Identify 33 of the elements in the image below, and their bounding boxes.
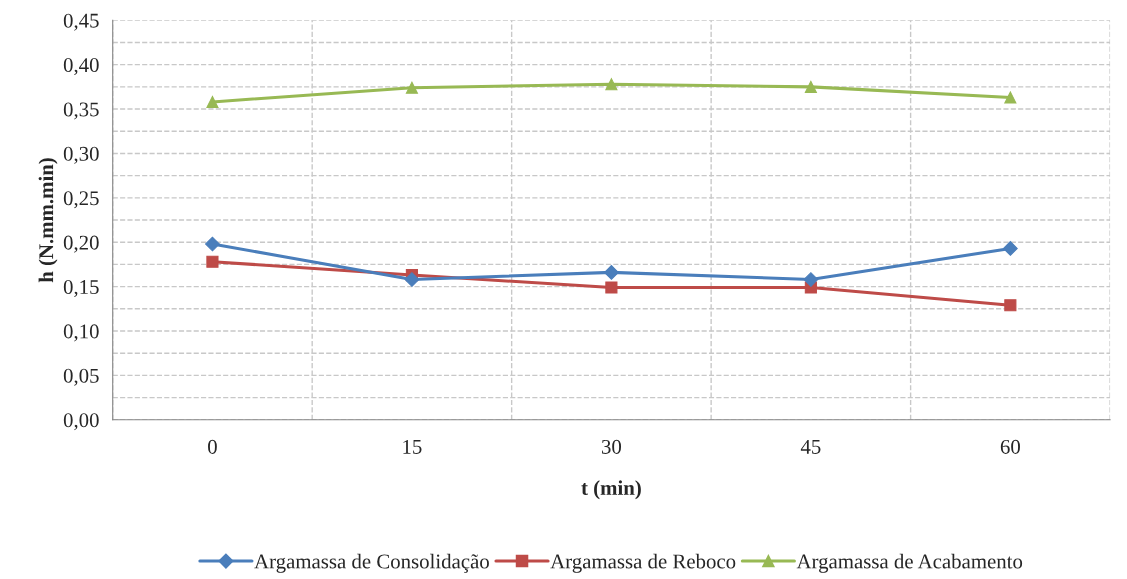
y-tick-label: 0,45 <box>63 13 99 31</box>
point <box>1002 241 1018 256</box>
point <box>1004 299 1017 312</box>
y-axis-title: h (N.mm.min) <box>38 158 58 283</box>
point <box>206 255 219 268</box>
y-tick-label: 0,20 <box>63 235 99 253</box>
y-tick-label: 0,10 <box>63 324 99 342</box>
legend-label: Argamassa de Reboco <box>550 553 736 573</box>
point <box>803 272 819 287</box>
legend-label: Argamassa de Consolidação <box>254 553 489 573</box>
y-tick-label: 0,05 <box>63 368 99 386</box>
point <box>1004 91 1017 104</box>
point <box>605 281 618 294</box>
y-tick-label: 0,00 <box>63 413 99 431</box>
y-tick-label: 0,25 <box>63 191 99 209</box>
point <box>405 81 418 94</box>
legend-label: Argamassa de Acabamento <box>796 553 1023 573</box>
point <box>804 80 817 93</box>
y-tick-label: 0,40 <box>63 58 99 76</box>
point <box>404 272 420 287</box>
x-tick-label: 0 <box>208 439 217 454</box>
point <box>604 265 619 280</box>
point <box>605 78 618 91</box>
x-tick-label: 45 <box>800 439 821 454</box>
x-axis-title: t (min) <box>581 480 641 500</box>
x-tick-label: 30 <box>601 439 622 454</box>
y-tick-label: 0,15 <box>63 279 99 298</box>
y-tick-label: 0,30 <box>63 146 99 164</box>
point <box>205 236 220 252</box>
x-tick-label: 60 <box>1000 439 1020 454</box>
point <box>206 95 219 109</box>
x-tick-label: 15 <box>403 439 422 454</box>
y-tick-label: 0,35 <box>63 102 99 120</box>
